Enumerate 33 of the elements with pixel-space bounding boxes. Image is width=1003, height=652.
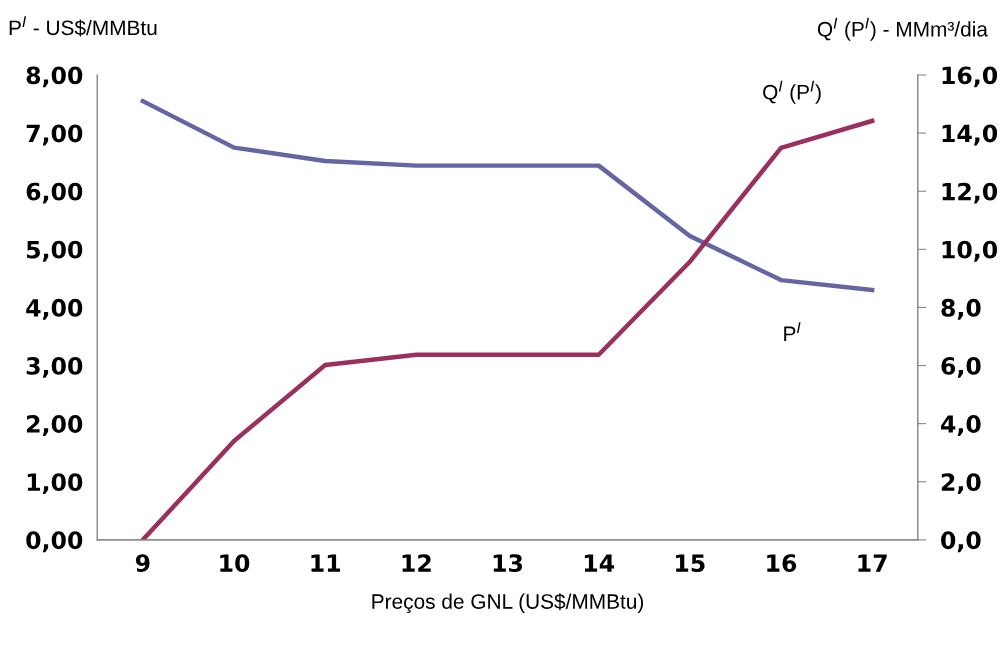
line-series (140, 118, 875, 540)
x-tick-label: 9 (135, 554, 150, 573)
x-tick-label: 14 (584, 554, 615, 572)
series-label: P$^{I}$ (784, 322, 801, 341)
y-tick-label: 3,00 (26, 356, 83, 378)
y-axis-title: P$^{I}$ - US$/MMBtu (9, 16, 157, 37)
x-tick-label: 16 (767, 554, 797, 573)
y2-tick-label: 6,0 (941, 356, 981, 378)
x-tick-label: 10 (220, 554, 250, 573)
x-tick-label: 17 (858, 554, 887, 572)
series-label: Q$^{I}$ (P$^{I}$) (763, 80, 821, 104)
y2-tick-label: 16,0 (942, 66, 998, 88)
y2-tick-label: 12,0 (942, 182, 998, 204)
y-tick-label: 0,00 (26, 531, 83, 553)
x-tick-label: 11 (311, 554, 340, 572)
x-tick-label: 12 (402, 554, 431, 572)
y2-tick-label: 10,0 (942, 240, 998, 262)
y-tick-label: 7,00 (26, 124, 83, 146)
x-axis-title: Preços de GNL (US$/MMBtu) (372, 593, 644, 614)
y2-tick-label: 14,0 (942, 124, 998, 146)
x-tick-label: 13 (493, 554, 523, 573)
y2-tick-label: 0,0 (941, 531, 981, 553)
y-tick-label: 8,00 (26, 66, 83, 88)
y-tick-label: 4,00 (26, 298, 83, 320)
y-tick-label: 2,00 (27, 415, 83, 436)
x-tick-label: 15 (676, 554, 705, 573)
y2-tick-label: 4,0 (941, 415, 981, 436)
y-tick-label: 5,00 (26, 240, 83, 262)
y2-tick-label: 8,0 (941, 298, 981, 320)
y-tick-label: 6,00 (26, 182, 83, 204)
y2-axis-title: Q$^{I}$ (P$^{I}$) - MMm³/dia (817, 17, 988, 41)
y2-tick-label: 2,0 (941, 473, 981, 495)
y-tick-label: 1,00 (27, 473, 83, 495)
